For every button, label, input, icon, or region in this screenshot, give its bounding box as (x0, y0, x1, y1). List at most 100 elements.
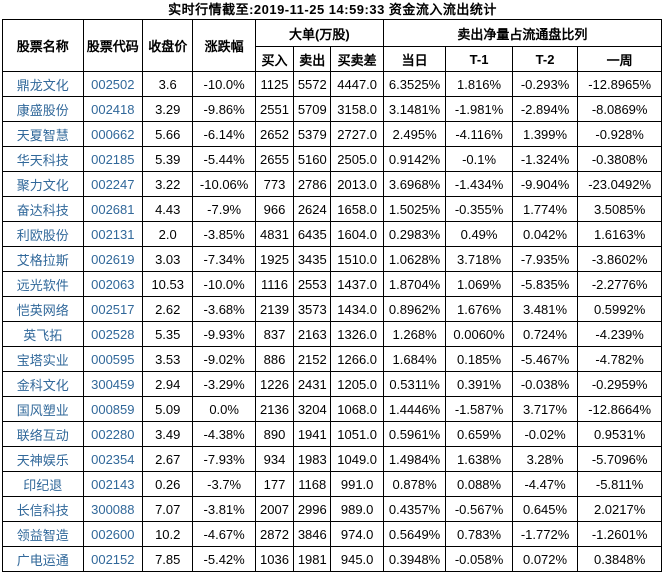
table-row[interactable]: 天神娱乐 002354 2.67 -7.93% 934 1983 1049.0 … (2, 446, 662, 472)
table-row[interactable]: 鼎龙文化 002502 3.6 -10.0% 1125 5572 4447.0 … (2, 71, 662, 97)
table-row[interactable]: 聚力文化 002247 3.22 -10.06% 773 2786 2013.0… (2, 171, 662, 197)
change-percent-cell: -10.0% (192, 71, 256, 97)
ratio-day-cell: 6.3525% (382, 71, 447, 97)
ratio-week-cell: -5.811% (577, 471, 662, 497)
stock-name-cell: 鼎龙文化 (2, 71, 84, 97)
ratio-t2-cell: 3.481% (511, 296, 579, 322)
big-order-buy-cell: 2655 (254, 146, 295, 172)
big-order-sell-cell: 3573 (293, 296, 332, 322)
big-order-buy-cell: 177 (254, 471, 295, 497)
table-row[interactable]: 天夏智慧 000662 5.66 -6.14% 2652 5379 2727.0… (2, 121, 662, 147)
table-row[interactable]: 康盛股份 002418 3.29 -9.86% 2551 5709 3158.0… (2, 96, 662, 122)
table-row[interactable]: 艾格拉斯 002619 3.03 -7.34% 1925 3435 1510.0… (2, 246, 662, 272)
big-order-sell-cell: 2996 (293, 496, 332, 522)
col-header-sell: 卖出 (293, 46, 332, 72)
change-percent-cell: -3.7% (192, 471, 256, 497)
change-percent-cell: -9.02% (192, 346, 256, 372)
buy-sell-diff-cell: 989.0 (330, 496, 384, 522)
ratio-t1-cell: 0.088% (445, 471, 513, 497)
ratio-t1-cell: 0.659% (445, 421, 513, 447)
table-row[interactable]: 金科文化 300459 2.94 -3.29% 1226 2431 1205.0… (2, 371, 662, 397)
big-order-sell-cell: 3204 (293, 396, 332, 422)
stock-code-cell: 002143 (82, 471, 144, 497)
stock-name-cell: 国风塑业 (2, 396, 84, 422)
ratio-t2-cell: 1.774% (511, 196, 579, 222)
close-price-cell: 10.53 (142, 271, 194, 297)
stock-name-cell: 宝塔实业 (2, 346, 84, 372)
table-row[interactable]: 恺英网络 002517 2.62 -3.68% 2139 3573 1434.0… (2, 296, 662, 322)
table-body: 鼎龙文化 002502 3.6 -10.0% 1125 5572 4447.0 … (2, 71, 662, 572)
table-row[interactable]: 远光软件 002063 10.53 -10.0% 1116 2553 1437.… (2, 271, 662, 297)
big-order-sell-cell: 2553 (293, 271, 332, 297)
close-price-cell: 5.35 (142, 321, 194, 347)
big-order-buy-cell: 966 (254, 196, 295, 222)
change-percent-cell: -4.67% (192, 521, 256, 547)
big-order-sell-cell: 3435 (293, 246, 332, 272)
close-price-cell: 5.09 (142, 396, 194, 422)
ratio-t2-cell: -9.904% (511, 171, 579, 197)
ratio-t2-cell: 1.399% (511, 121, 579, 147)
ratio-week-cell: -5.7096% (577, 446, 662, 472)
stock-code-cell: 000595 (82, 346, 144, 372)
buy-sell-diff-cell: 974.0 (330, 521, 384, 547)
table-row[interactable]: 广电运通 002152 7.85 -5.42% 1036 1981 945.0 … (2, 546, 662, 572)
big-order-buy-cell: 2007 (254, 496, 295, 522)
ratio-day-cell: 3.6968% (382, 171, 447, 197)
table-row[interactable]: 长信科技 300088 7.07 -3.81% 2007 2996 989.0 … (2, 496, 662, 522)
ratio-week-cell: 0.9531% (577, 421, 662, 447)
ratio-t1-cell: -0.1% (445, 146, 513, 172)
close-price-cell: 2.67 (142, 446, 194, 472)
ratio-t2-cell: -1.772% (511, 521, 579, 547)
table-row[interactable]: 领益智造 002600 10.2 -4.67% 2872 3846 974.0 … (2, 521, 662, 547)
big-order-sell-cell: 6435 (293, 221, 332, 247)
table-row[interactable]: 奋达科技 002681 4.43 -7.9% 966 2624 1658.0 1… (2, 196, 662, 222)
big-order-buy-cell: 2652 (254, 121, 295, 147)
ratio-day-cell: 1.268% (382, 321, 447, 347)
stock-name-cell: 聚力文化 (2, 171, 84, 197)
col-header-buy-sell-diff: 买卖差 (330, 46, 384, 72)
close-price-cell: 0.26 (142, 471, 194, 497)
change-percent-cell: -6.14% (192, 121, 256, 147)
ratio-day-cell: 0.5961% (382, 421, 447, 447)
big-order-buy-cell: 890 (254, 421, 295, 447)
stock-name-cell: 奋达科技 (2, 196, 84, 222)
big-order-buy-cell: 1036 (254, 546, 295, 572)
ratio-t1-cell: 0.49% (445, 221, 513, 247)
table-row[interactable]: 宝塔实业 000595 3.53 -9.02% 886 2152 1266.0 … (2, 346, 662, 372)
stock-code-cell: 002502 (82, 71, 144, 97)
ratio-week-cell: -4.782% (577, 346, 662, 372)
ratio-day-cell: 1.4446% (382, 396, 447, 422)
ratio-t2-cell: 3.28% (511, 446, 579, 472)
ratio-week-cell: -0.928% (577, 121, 662, 147)
stock-name-cell: 广电运通 (2, 546, 84, 572)
ratio-week-cell: -4.239% (577, 321, 662, 347)
stock-code-cell: 002418 (82, 96, 144, 122)
ratio-week-cell: 2.0217% (577, 496, 662, 522)
close-price-cell: 3.49 (142, 421, 194, 447)
table-row[interactable]: 英飞拓 002528 5.35 -9.93% 837 2163 1326.0 1… (2, 321, 662, 347)
big-order-buy-cell: 886 (254, 346, 295, 372)
stock-code-cell: 002517 (82, 296, 144, 322)
big-order-buy-cell: 1226 (254, 371, 295, 397)
buy-sell-diff-cell: 2013.0 (330, 171, 384, 197)
table-row[interactable]: 印纪退 002143 0.26 -3.7% 177 1168 991.0 0.8… (2, 471, 662, 497)
ratio-t1-cell: 3.718% (445, 246, 513, 272)
table-row[interactable]: 华天科技 002185 5.39 -5.44% 2655 5160 2505.0… (2, 146, 662, 172)
ratio-t1-cell: 1.638% (445, 446, 513, 472)
big-order-buy-cell: 1925 (254, 246, 295, 272)
stock-code-cell: 002152 (82, 546, 144, 572)
stock-code-cell: 300459 (82, 371, 144, 397)
table-row[interactable]: 利欧股份 002131 2.0 -3.85% 4831 6435 1604.0 … (2, 221, 662, 247)
ratio-week-cell: -12.8965% (577, 71, 662, 97)
stock-name-cell: 印纪退 (2, 471, 84, 497)
stock-code-cell: 002681 (82, 196, 144, 222)
ratio-day-cell: 0.4357% (382, 496, 447, 522)
buy-sell-diff-cell: 1434.0 (330, 296, 384, 322)
stock-name-cell: 天夏智慧 (2, 121, 84, 147)
table-row[interactable]: 国风塑业 000859 5.09 0.0% 2136 3204 1068.0 1… (2, 396, 662, 422)
stock-name-cell: 华天科技 (2, 146, 84, 172)
ratio-t2-cell: -5.467% (511, 346, 579, 372)
table-row[interactable]: 联络互动 002280 3.49 -4.38% 890 1941 1051.0 … (2, 421, 662, 447)
stock-name-cell: 英飞拓 (2, 321, 84, 347)
stock-code-cell: 002185 (82, 146, 144, 172)
